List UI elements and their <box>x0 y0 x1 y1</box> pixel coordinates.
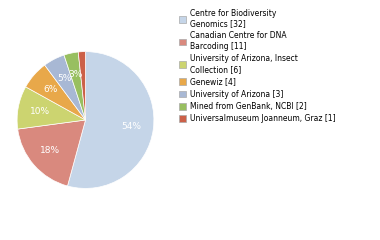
Wedge shape <box>68 52 154 188</box>
Wedge shape <box>26 65 86 120</box>
Text: 5%: 5% <box>57 74 71 83</box>
Text: 3%: 3% <box>68 70 83 79</box>
Wedge shape <box>45 55 86 120</box>
Wedge shape <box>17 87 85 129</box>
Wedge shape <box>18 120 86 186</box>
Text: 10%: 10% <box>30 107 50 116</box>
Legend: Centre for Biodiversity
Genomics [32], Canadian Centre for DNA
Barcoding [11], U: Centre for Biodiversity Genomics [32], C… <box>179 9 336 123</box>
Wedge shape <box>78 52 86 120</box>
Text: 6%: 6% <box>43 85 58 94</box>
Wedge shape <box>64 52 86 120</box>
Text: 18%: 18% <box>40 146 60 155</box>
Text: 54%: 54% <box>122 122 142 131</box>
